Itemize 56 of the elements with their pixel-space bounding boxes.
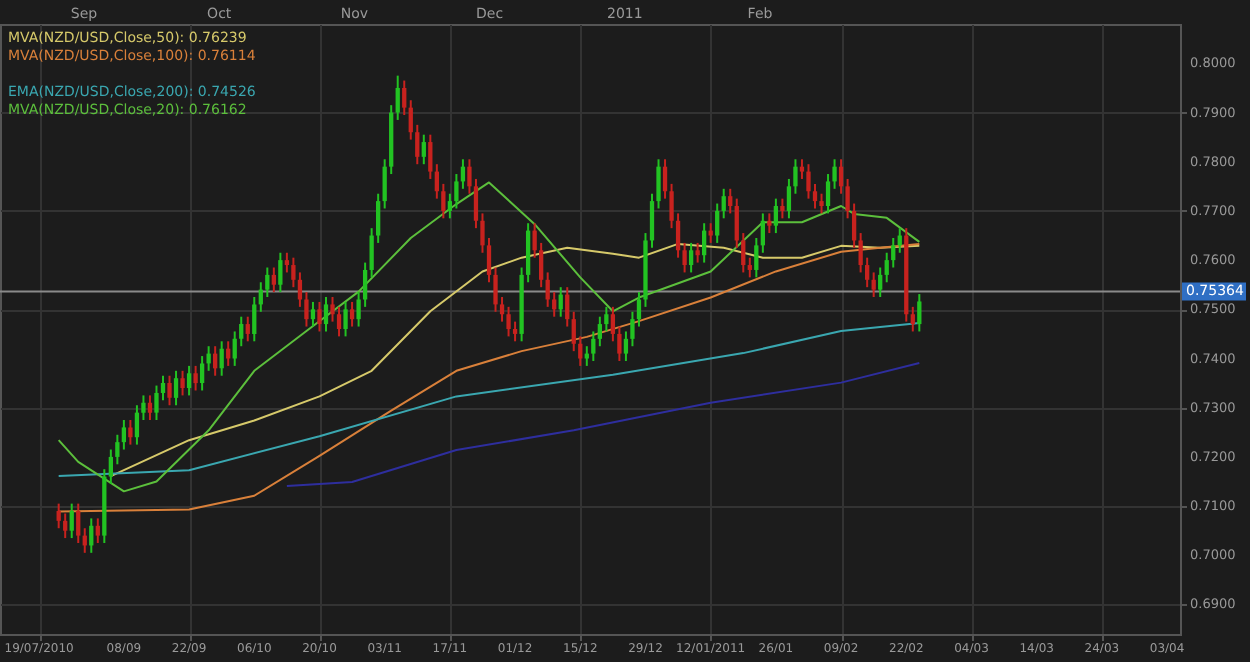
candlestick — [695, 241, 700, 264]
candlestick — [63, 512, 68, 540]
candlestick — [349, 300, 355, 328]
candlestick — [688, 241, 694, 274]
candlestick — [760, 212, 765, 254]
candlestick — [173, 369, 179, 407]
candlestick — [754, 236, 759, 279]
candlestick — [395, 74, 400, 121]
candlestick — [819, 192, 824, 215]
candlestick — [336, 305, 342, 338]
candlestick — [747, 256, 752, 279]
candlestick — [728, 187, 733, 215]
candlestick — [343, 300, 348, 338]
candlestick — [565, 286, 570, 328]
candlestick — [421, 133, 426, 166]
candlestick — [715, 202, 720, 244]
candlestick — [167, 374, 172, 407]
candlestick — [780, 197, 785, 220]
line-series — [57, 181, 921, 493]
candlestick — [910, 305, 915, 333]
candlestick — [773, 197, 779, 235]
candlestick — [147, 394, 153, 422]
candlestick — [878, 266, 883, 299]
candlestick — [708, 222, 713, 244]
candlestick — [317, 300, 322, 333]
candlestick — [428, 133, 433, 180]
candlestick — [917, 293, 922, 333]
candlestick — [402, 79, 407, 117]
candlestick — [121, 419, 127, 451]
candlestick — [323, 296, 329, 333]
candlestick — [721, 187, 726, 220]
candlestick — [591, 330, 596, 362]
candlestick — [226, 340, 231, 367]
candlestick — [186, 364, 192, 397]
candlestick — [702, 222, 707, 264]
candlestick — [180, 369, 185, 397]
candlestick — [767, 212, 772, 235]
candlestick — [871, 271, 876, 299]
candlestick — [825, 173, 831, 215]
candlestick — [597, 315, 602, 348]
candlestick — [95, 517, 100, 544]
line-series — [285, 361, 921, 487]
candlestick — [310, 300, 316, 328]
candlestick — [56, 502, 61, 530]
candlestick — [252, 296, 257, 343]
candlestick — [154, 384, 159, 422]
candlestick — [193, 364, 198, 392]
candlestick — [271, 266, 276, 294]
candlestick — [199, 355, 205, 392]
candlestick — [278, 251, 283, 294]
candlestick — [245, 315, 250, 343]
candlestick — [506, 305, 511, 338]
candlestick — [128, 419, 133, 446]
candlestick — [806, 163, 811, 200]
candlestick — [76, 502, 81, 544]
candlestick — [69, 502, 74, 540]
